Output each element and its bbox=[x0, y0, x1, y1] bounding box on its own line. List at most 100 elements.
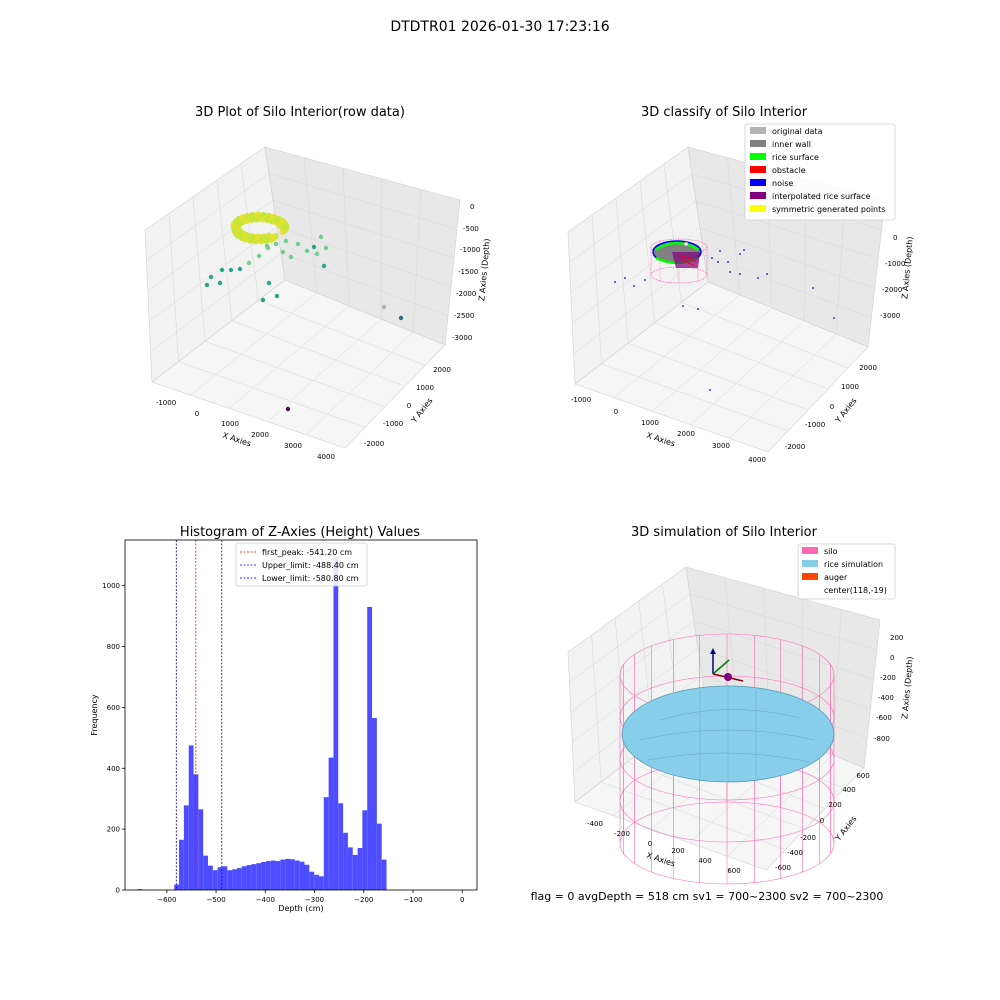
hist-bar bbox=[198, 809, 204, 890]
hist-y-tick: 0 bbox=[116, 887, 120, 895]
raw-point bbox=[398, 315, 404, 321]
noise-point bbox=[729, 271, 731, 273]
raw-y-tick: 1000 bbox=[416, 384, 434, 392]
raw-point bbox=[295, 241, 301, 247]
hist-x-ticks: −600 −500 −400 −300 −200 −100 0 bbox=[157, 890, 464, 904]
noise-point bbox=[833, 317, 835, 319]
classify-x-tick: 1000 bbox=[641, 419, 659, 427]
hist-bar bbox=[217, 867, 223, 890]
classify-y-label: Y Axies bbox=[833, 396, 859, 425]
noise-point bbox=[757, 277, 759, 279]
hist-bar bbox=[323, 797, 329, 890]
sim-rice-surface bbox=[621, 685, 835, 783]
classify-chart-title: 3D classify of Silo Interior bbox=[641, 105, 808, 120]
noise-point bbox=[812, 287, 814, 289]
raw-chart-title: 3D Plot of Silo Interior(row data) bbox=[195, 105, 405, 120]
raw-point bbox=[274, 293, 280, 299]
hist-bar bbox=[183, 805, 189, 890]
hist-bar bbox=[347, 847, 353, 890]
noise-point bbox=[614, 281, 616, 283]
raw-point bbox=[314, 251, 320, 257]
hist-bar bbox=[212, 870, 218, 890]
hist-x-tick: −100 bbox=[403, 896, 422, 904]
classify-x-tick: 4000 bbox=[748, 456, 766, 464]
hist-bar bbox=[357, 848, 363, 890]
status-footer: flag = 0 avgDepth = 518 cm sv1 = 700~230… bbox=[531, 890, 884, 903]
hist-bar bbox=[376, 823, 382, 890]
noise-point bbox=[697, 308, 699, 310]
hist-y-ticks: 0 200 400 600 800 1000 bbox=[102, 582, 125, 895]
raw-point bbox=[228, 267, 234, 273]
classify-noise-points bbox=[614, 249, 835, 391]
raw-point bbox=[266, 280, 272, 286]
hist-bar bbox=[362, 810, 368, 890]
legend-label: obstacle bbox=[772, 166, 806, 175]
legend-label: inner wall bbox=[772, 140, 811, 149]
raw-x-tick: -1000 bbox=[156, 399, 176, 407]
sim-legend: silo rice simulation auger center(118,-19) bbox=[797, 543, 896, 600]
raw-z-tick: -1000 bbox=[460, 246, 480, 254]
noise-point bbox=[644, 279, 646, 281]
raw-scatter-panel: 3D Plot of Silo Interior(row data) -1000… bbox=[144, 105, 492, 461]
hist-bar bbox=[280, 859, 286, 890]
classify-grid bbox=[569, 157, 882, 439]
hist-x-label: Depth (cm) bbox=[278, 904, 323, 913]
noise-point bbox=[624, 277, 626, 279]
classify-x-tick: 0 bbox=[614, 408, 618, 416]
hist-bar bbox=[338, 803, 344, 890]
hist-bar bbox=[222, 866, 228, 890]
raw-point bbox=[273, 241, 279, 247]
hist-y-tick: 800 bbox=[107, 643, 120, 651]
legend-swatch bbox=[802, 573, 818, 580]
sim-y-tick: 400 bbox=[842, 786, 855, 794]
raw-point bbox=[283, 238, 289, 244]
sim-x-ticks: -400 -200 0 200 400 600 bbox=[587, 820, 741, 875]
hist-bar bbox=[251, 864, 257, 890]
sim-z-tick: -800 bbox=[874, 735, 890, 743]
classify-z-tick: -2000 bbox=[882, 286, 902, 294]
legend-swatch bbox=[750, 153, 766, 160]
classify-x-tick: 3000 bbox=[712, 442, 730, 450]
hist-bar bbox=[328, 757, 334, 890]
hist-bar bbox=[294, 860, 300, 890]
raw-point bbox=[208, 274, 214, 280]
sim-x-tick: 600 bbox=[727, 867, 740, 875]
legend-swatch bbox=[750, 192, 766, 199]
hist-bar bbox=[314, 874, 319, 890]
raw-point bbox=[311, 244, 317, 250]
raw-x-label: X Axies bbox=[221, 431, 252, 449]
raw-z-tick: -500 bbox=[463, 225, 479, 233]
hist-bar bbox=[256, 863, 262, 890]
legend-label: first_peak: -541.20 cm bbox=[262, 548, 352, 557]
raw-point bbox=[280, 249, 286, 255]
classify-x-tick: -1000 bbox=[571, 396, 591, 404]
raw-point bbox=[217, 280, 223, 286]
raw-point bbox=[219, 267, 225, 273]
raw-point bbox=[323, 245, 329, 251]
noise-point bbox=[711, 257, 713, 259]
sim-x-tick: 400 bbox=[698, 857, 711, 865]
hist-y-label: Frequency bbox=[90, 694, 99, 736]
sim-y-tick: -600 bbox=[775, 864, 791, 872]
hist-bar bbox=[343, 832, 348, 890]
raw-x-tick: 4000 bbox=[317, 453, 335, 461]
classify-z-tick: -1000 bbox=[885, 260, 905, 268]
hist-bar bbox=[285, 858, 291, 890]
classify-y-tick: 0 bbox=[830, 403, 834, 411]
noise-point bbox=[717, 261, 719, 263]
sim-x-tick: -400 bbox=[587, 820, 603, 828]
raw-point bbox=[321, 263, 327, 269]
hist-bar bbox=[372, 718, 377, 890]
legend-label: noise bbox=[772, 179, 793, 188]
legend-label: auger bbox=[824, 573, 848, 582]
raw-y-tick: 2000 bbox=[433, 366, 451, 374]
hist-bar bbox=[208, 865, 213, 890]
hist-x-tick: −600 bbox=[157, 896, 176, 904]
legend-label: original data bbox=[772, 127, 823, 136]
raw-y-label: Y Axies bbox=[409, 396, 435, 425]
sim-z-ticks: 200 0 -200 -400 -600 -800 bbox=[874, 634, 903, 743]
noise-point bbox=[682, 305, 684, 307]
hist-bar bbox=[188, 745, 194, 890]
raw-z-tick: -1500 bbox=[458, 268, 478, 276]
